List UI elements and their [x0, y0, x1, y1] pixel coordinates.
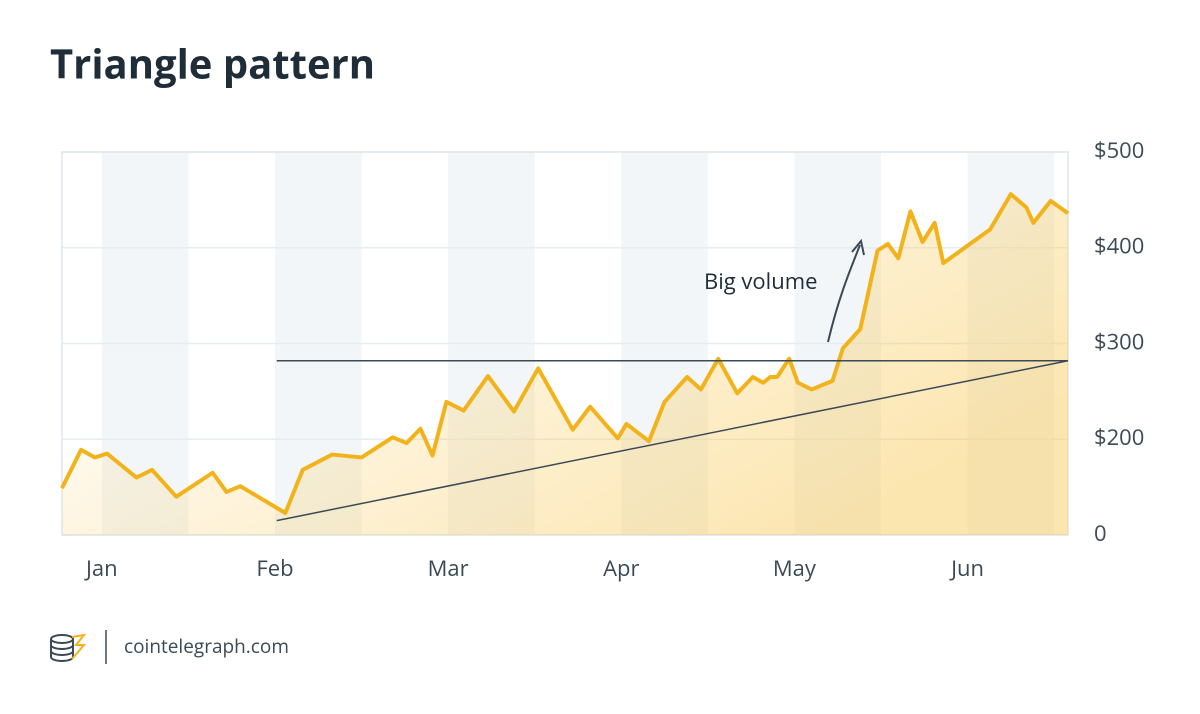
footer-text: cointelegraph.com — [124, 633, 289, 659]
area-fill — [62, 194, 1068, 535]
y-tick-label: $500 — [1094, 135, 1144, 165]
y-tick-label: $400 — [1094, 231, 1144, 261]
x-tick-label: Feb — [256, 553, 293, 583]
annotation-arrowhead — [851, 238, 865, 256]
price-line — [60, 192, 1070, 515]
trend-line — [276, 359, 1069, 522]
x-tick-label: Mar — [428, 553, 469, 583]
annotation: Big volume — [704, 266, 817, 296]
y-tick-label: $200 — [1094, 422, 1144, 452]
chart-title: Triangle pattern — [50, 36, 375, 91]
x-tick-label: Jan — [84, 553, 118, 583]
logo — [50, 633, 87, 662]
x-tick-label: Apr — [603, 553, 639, 583]
annotation-arrow — [827, 244, 861, 343]
y-tick-label: $300 — [1094, 326, 1144, 356]
y-tick-label: 0 — [1094, 518, 1107, 548]
x-tick-label: May — [773, 553, 817, 583]
x-tick-label: Jun — [949, 553, 984, 583]
